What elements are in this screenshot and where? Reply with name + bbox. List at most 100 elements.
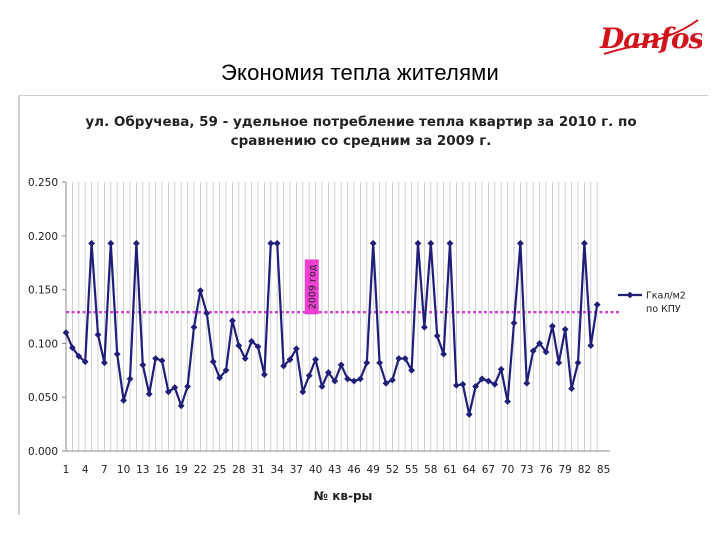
y-tick-label: 0.200 xyxy=(28,231,58,243)
data-point xyxy=(318,383,326,390)
data-point xyxy=(75,352,83,360)
data-point xyxy=(286,356,294,363)
x-tick-label: 19 xyxy=(175,464,188,476)
data-point xyxy=(427,239,435,247)
data-point xyxy=(229,317,236,325)
x-tick-label: 85 xyxy=(597,464,610,476)
data-point xyxy=(337,361,345,369)
data-point xyxy=(101,359,108,367)
data-point xyxy=(152,355,159,362)
data-point xyxy=(267,239,275,247)
data-point xyxy=(293,345,300,353)
data-point xyxy=(203,309,211,317)
chart-title-line1: ул. Обручева, 59 - удельное потребление … xyxy=(85,114,636,130)
danfoss-logo-graphic: Danfoss xyxy=(599,19,720,55)
y-tick-label: 0.100 xyxy=(28,338,58,350)
data-point xyxy=(209,358,217,366)
data-point xyxy=(62,329,70,337)
data-point xyxy=(331,377,339,385)
data-point xyxy=(107,239,115,247)
data-point xyxy=(69,344,76,352)
x-tick-label: 76 xyxy=(539,464,553,476)
y-tick-label: 0.150 xyxy=(28,285,58,297)
data-point xyxy=(529,347,537,355)
data-point xyxy=(177,402,185,410)
frame-top xyxy=(18,95,708,96)
x-tick-label: 40 xyxy=(309,464,322,476)
data-point xyxy=(472,383,479,390)
data-point xyxy=(363,359,371,367)
x-tick-label: 49 xyxy=(367,464,380,476)
data-point xyxy=(523,379,531,387)
data-point xyxy=(248,337,255,345)
data-point xyxy=(453,381,460,389)
legend: Гкал/м2 по КПУ xyxy=(618,290,686,315)
x-tick-label: 31 xyxy=(251,464,264,476)
x-tick-label: 64 xyxy=(463,464,477,476)
data-point xyxy=(568,385,575,392)
data-point xyxy=(312,356,319,363)
data-point xyxy=(485,377,492,385)
data-point xyxy=(414,239,422,247)
data-point xyxy=(376,359,383,367)
data-point xyxy=(389,376,396,384)
data-point xyxy=(280,362,287,370)
annotation-group: 2009 год xyxy=(304,259,319,315)
annotation-box xyxy=(304,259,319,315)
x-tick-label: 70 xyxy=(501,464,514,476)
data-point xyxy=(465,411,473,418)
data-point xyxy=(536,340,543,347)
x-axis: 1 4 7 10 13 16 19 22 25 28 31 34 37 40 43 46 49 52 55 58 61 6… xyxy=(63,450,610,476)
data-point xyxy=(344,375,351,383)
x-tick-label: 52 xyxy=(386,464,399,476)
data-point xyxy=(261,371,268,379)
x-tick-label: 16 xyxy=(155,464,169,476)
data-point xyxy=(421,323,428,331)
x-axis-label: № кв-ры xyxy=(314,489,373,503)
chart-title-line2: сравнению со средним за 2009 г. xyxy=(231,133,492,149)
x-tick-label: 1 xyxy=(63,464,70,476)
grid xyxy=(65,182,598,451)
data-point xyxy=(158,357,166,365)
legend-marker xyxy=(626,291,634,299)
data-point xyxy=(197,287,204,295)
logo-swoosh xyxy=(603,19,699,55)
data-point xyxy=(350,377,358,385)
data-point xyxy=(357,375,364,383)
data-point xyxy=(587,342,595,349)
x-tick-label: 25 xyxy=(213,464,226,476)
data-point xyxy=(574,359,582,367)
x-tick-label: 73 xyxy=(520,464,533,476)
data-point xyxy=(139,361,147,369)
data-point xyxy=(555,359,563,367)
data-point xyxy=(408,366,415,374)
data-point xyxy=(510,319,518,327)
x-tick-label: 22 xyxy=(194,464,207,476)
data-point xyxy=(113,350,121,358)
x-tick-label: 13 xyxy=(136,464,149,476)
x-tick-label: 58 xyxy=(424,464,437,476)
data-point xyxy=(401,355,409,362)
data-point xyxy=(145,390,153,398)
data-point xyxy=(517,239,524,247)
x-tick-label: 67 xyxy=(482,464,495,476)
data-point xyxy=(497,365,505,373)
x-tick-label: 4 xyxy=(82,464,89,476)
data-point xyxy=(433,332,441,340)
x-tick-label: 55 xyxy=(405,464,418,476)
data-point xyxy=(395,355,403,362)
data-point xyxy=(165,388,172,396)
data-point xyxy=(382,379,390,387)
x-tick-label: 34 xyxy=(271,464,285,476)
x-tick-label: 7 xyxy=(101,464,108,476)
data-point xyxy=(478,375,486,383)
data-point xyxy=(216,374,223,382)
data-point xyxy=(126,375,134,383)
x-tick-label: 37 xyxy=(290,464,303,476)
data-point xyxy=(241,355,249,362)
frame-left xyxy=(18,95,20,515)
x-tick-label: 46 xyxy=(347,464,361,476)
series-group xyxy=(62,239,601,418)
y-tick-label: 0.250 xyxy=(28,177,58,189)
data-point xyxy=(120,397,127,404)
